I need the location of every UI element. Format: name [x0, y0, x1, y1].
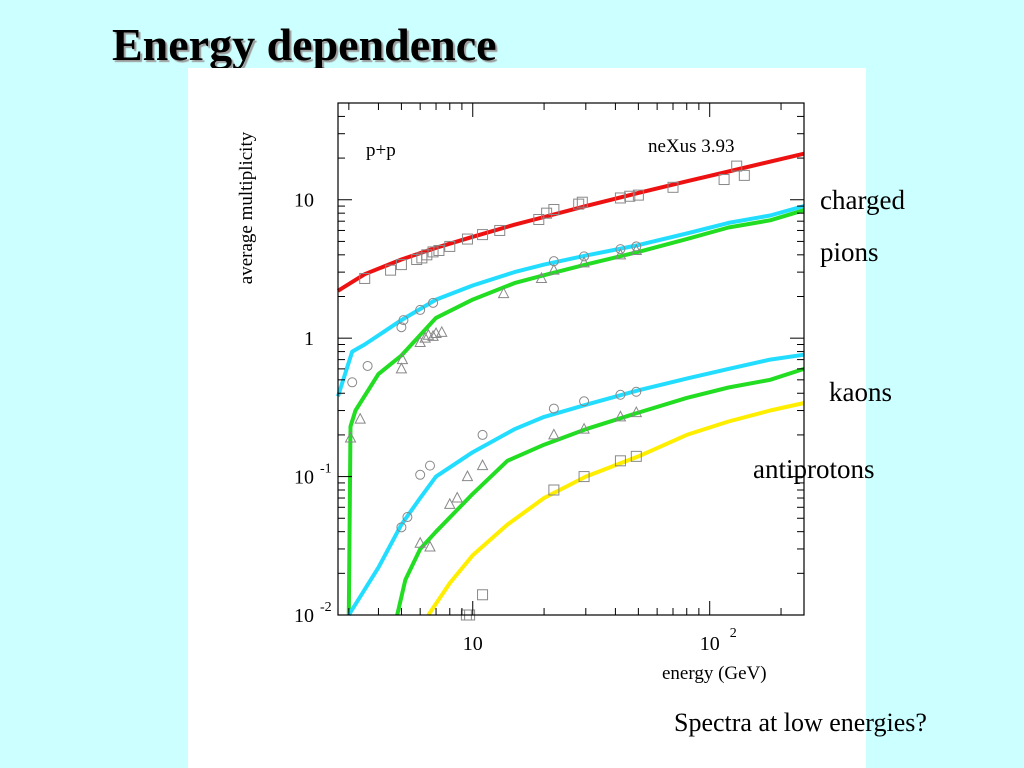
point-pi_plus	[428, 297, 439, 308]
point-k_plus	[396, 522, 407, 533]
data-markers	[344, 160, 750, 621]
point-pi_minus	[614, 248, 627, 260]
axis-ticks: 10 1 10 -1 10 -2 10 10 2	[294, 102, 804, 655]
curve-pbar	[426, 401, 805, 617]
point-pi_minus	[535, 271, 548, 283]
point-k_plus	[579, 396, 590, 407]
point-k_minus	[476, 459, 489, 471]
point-charged	[667, 181, 679, 193]
point-pi_minus	[419, 331, 432, 343]
point-pi_minus	[354, 412, 367, 424]
point-k_plus	[415, 469, 426, 480]
point-pbar	[477, 589, 489, 601]
point-charged	[477, 229, 489, 241]
point-pi_minus	[435, 325, 448, 337]
point-pbar	[614, 455, 626, 467]
point-k_plus	[615, 389, 626, 400]
point-pi_plus	[396, 322, 407, 333]
point-charged	[738, 169, 750, 181]
point-k_minus	[614, 410, 627, 422]
curve-k_minus	[395, 366, 805, 616]
point-pi_plus	[631, 241, 642, 252]
point-k_plus	[424, 460, 435, 471]
point-charged	[624, 190, 636, 202]
multiplicity-chart: 10 1 10 -1 10 -2 10 10 2 p+p neXus 3.93 average …	[236, 102, 805, 684]
point-charged	[427, 246, 439, 258]
point-pi_minus	[548, 263, 560, 275]
point-k_minus	[414, 536, 427, 548]
point-charged	[632, 189, 644, 201]
point-k_plus	[631, 386, 642, 397]
point-charged	[576, 196, 588, 208]
y-tick-label: 1	[304, 328, 314, 350]
point-pi_plus	[615, 244, 626, 255]
point-charged	[385, 264, 397, 276]
x-tick-label: 10	[463, 633, 483, 655]
point-charged	[731, 160, 743, 172]
point-charged	[614, 192, 626, 204]
point-pi_minus	[630, 243, 643, 255]
point-charged	[359, 272, 371, 284]
point-pi_plus	[347, 377, 358, 388]
point-charged	[541, 207, 553, 219]
point-k_minus	[578, 422, 590, 434]
point-charged	[494, 224, 506, 236]
label-charged: charged	[820, 185, 905, 215]
point-charged	[461, 233, 473, 245]
slide-title: Energy dependence	[112, 19, 497, 70]
y-tick-exponent: -2	[320, 600, 332, 615]
point-k_minus	[630, 406, 643, 418]
point-pbar	[578, 471, 590, 483]
x-tick-exponent: 2	[730, 626, 737, 641]
point-charged	[533, 213, 545, 225]
y-tick-label: 10	[294, 467, 314, 489]
label-pions: pions	[820, 237, 879, 267]
plot-frame	[337, 102, 805, 616]
point-k_minus	[548, 428, 560, 440]
point-pi_minus	[578, 256, 590, 268]
curve-pi_plus	[336, 204, 805, 397]
y-axis-label: average multiplicity	[236, 131, 257, 284]
point-k_minus	[451, 491, 464, 503]
point-k_plus	[548, 403, 559, 414]
point-pbar	[630, 450, 642, 462]
point-charged	[444, 240, 456, 252]
point-pi_minus	[427, 329, 439, 341]
x-axis-label: energy (GeV)	[662, 663, 767, 684]
point-charged	[718, 174, 730, 186]
model-curves	[336, 151, 805, 617]
point-k_minus	[424, 540, 436, 552]
point-pi_plus	[362, 360, 373, 371]
annotation-model: neXus 3.93	[648, 136, 735, 157]
annotation-system: p+p	[366, 140, 396, 161]
point-pi_plus	[415, 304, 426, 315]
label-kaons: kaons	[829, 377, 892, 407]
y-tick-exponent: -1	[320, 462, 332, 477]
point-pi_minus	[395, 362, 408, 374]
point-k_minus	[461, 470, 474, 482]
x-tick-label: 10	[700, 633, 720, 655]
point-charged	[573, 198, 585, 210]
point-pbar	[548, 484, 560, 496]
point-pi_minus	[396, 353, 409, 365]
point-pi_plus	[579, 251, 590, 262]
point-charged	[548, 204, 560, 216]
chart-panel: 10 1 10 -1 10 -2 10 10 2 p+p neXus 3.93 average …	[188, 68, 866, 768]
curve-pi_minus	[346, 208, 805, 616]
point-k_minus	[443, 497, 456, 509]
y-tick-label: 10	[294, 190, 314, 212]
point-pi_minus	[497, 286, 510, 299]
point-charged	[421, 249, 433, 261]
curve-k_plus	[347, 352, 805, 617]
point-pi_minus	[344, 431, 357, 443]
point-charged	[433, 244, 445, 256]
point-pi_plus	[398, 315, 409, 326]
point-k_plus	[477, 429, 488, 440]
point-k_plus	[402, 512, 413, 523]
footer-question: Spectra at low energies?	[674, 708, 927, 737]
label-antiprotons: antiprotons	[753, 454, 875, 484]
point-charged	[395, 259, 407, 271]
y-tick-label: 10	[294, 605, 314, 627]
curve-charged	[336, 151, 805, 293]
